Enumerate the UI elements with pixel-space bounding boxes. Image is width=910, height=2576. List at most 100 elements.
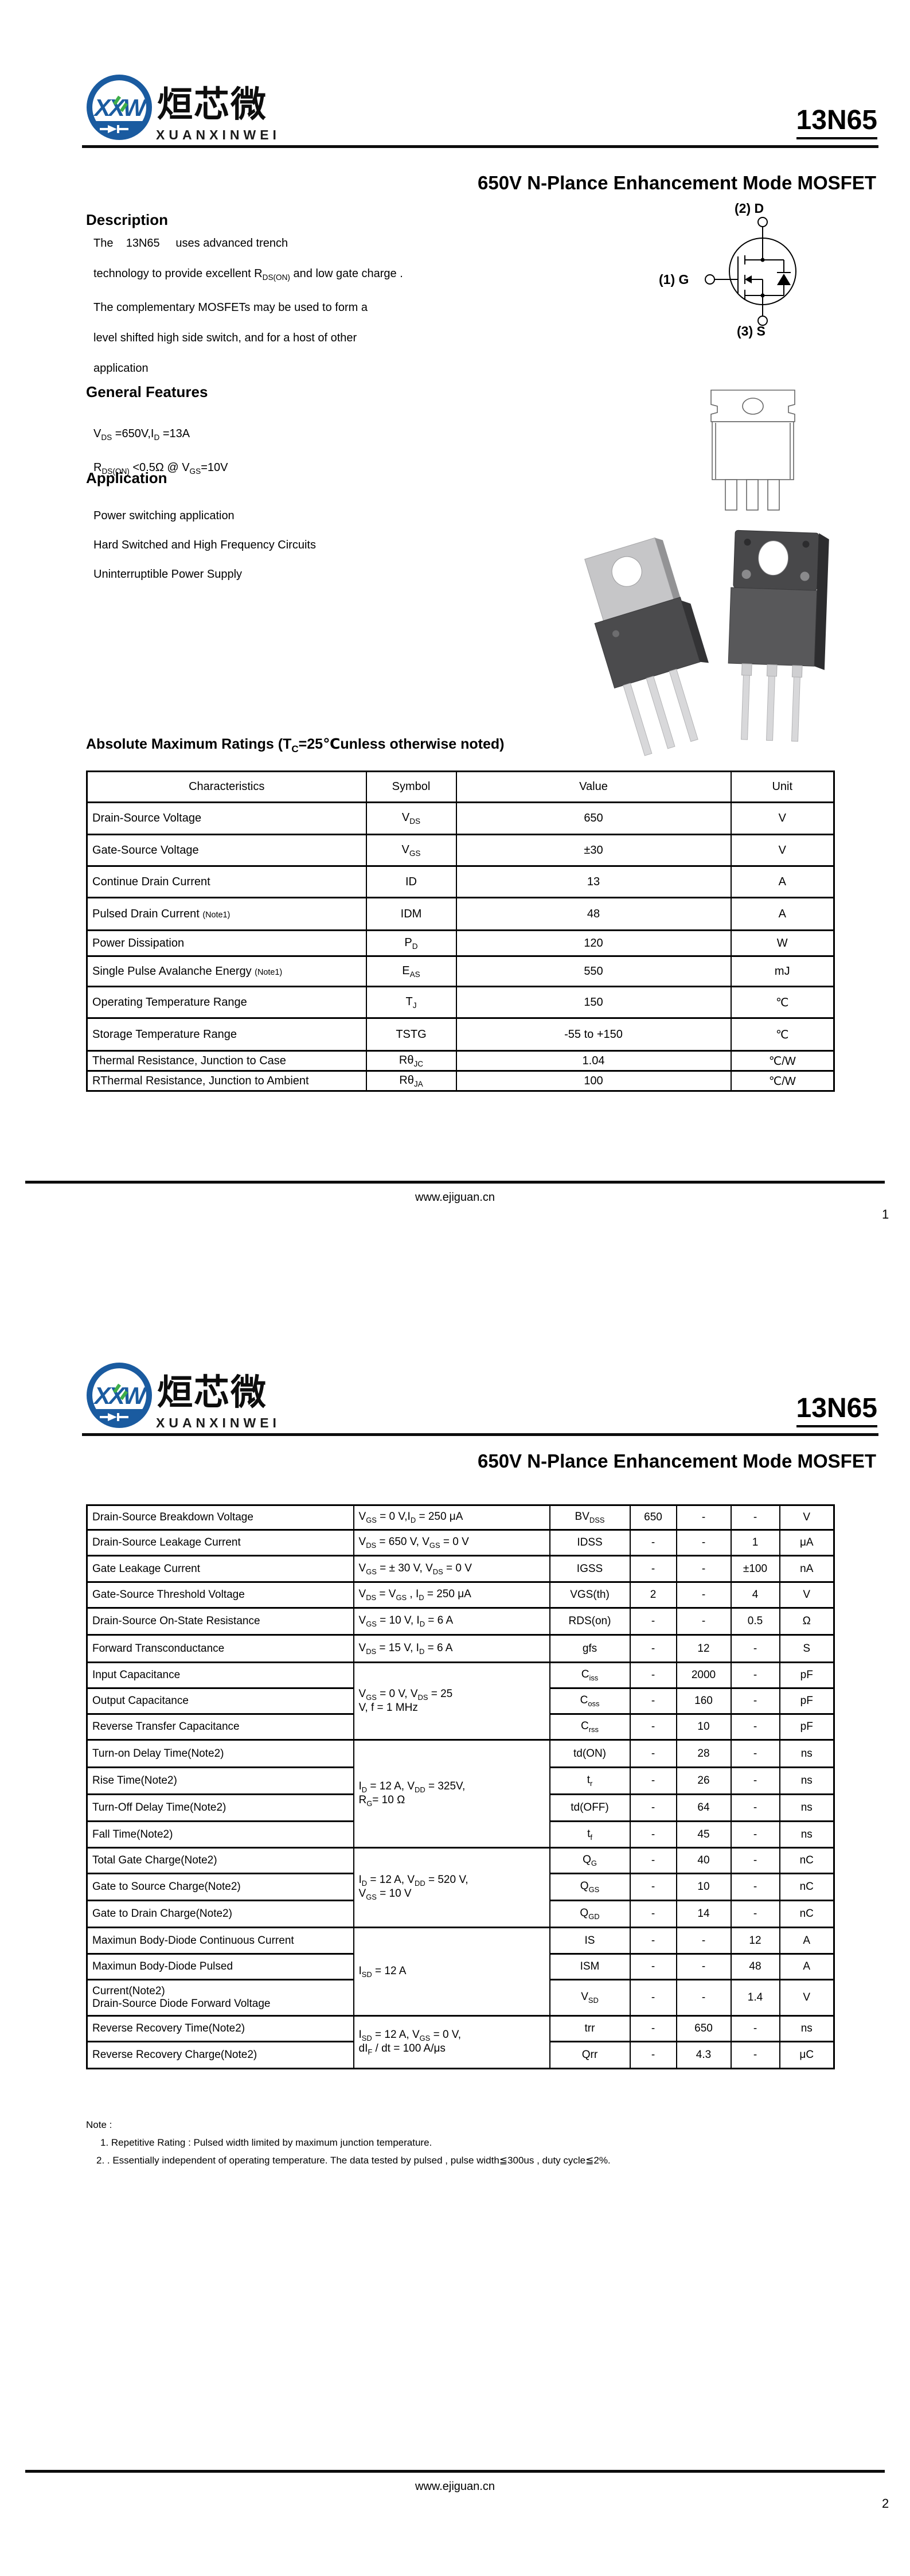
- cell: -: [675, 1555, 732, 1583]
- cell: 28: [675, 1739, 732, 1768]
- mosfet-symbol-diagram: (2) D (1) G (3) S: [659, 201, 796, 338]
- notes-section: Note : 1. Repetitive Rating : Pulsed wid…: [86, 2119, 831, 2166]
- cell: Output Capacitance: [86, 1687, 354, 1715]
- table-row: Reverse Transfer Capacitance Crss -10- pF: [86, 1713, 835, 1741]
- photo2-dot-1: [744, 539, 751, 546]
- cell: VDS = 650 V, VGS = 0 V: [353, 1529, 550, 1557]
- cell: -: [675, 1607, 732, 1636]
- cell: PD: [365, 929, 457, 957]
- footer-url[interactable]: www.ejiguan.cn: [415, 1191, 495, 1204]
- cell: QGD: [549, 1900, 631, 1928]
- cell: 14: [675, 1900, 732, 1928]
- cell: 12: [730, 1927, 780, 1955]
- table-row: Single Pulse Avalanche Energy (Note1) EAS…: [86, 955, 835, 987]
- cell: 45: [675, 1820, 732, 1849]
- table-row: Rise Time(Note2) tr -26- ns: [86, 1766, 835, 1795]
- cell: -: [730, 1634, 780, 1663]
- page-number: 2: [882, 2496, 889, 2511]
- footer-url[interactable]: www.ejiguan.cn: [415, 2480, 495, 2493]
- gate-pin-label: (1) G: [659, 272, 689, 287]
- cell: VSD: [549, 1979, 631, 2017]
- header-rule: [82, 145, 878, 148]
- table-row: Drain-Source On-State Resistance VGS = 10…: [86, 1607, 835, 1636]
- cell: VDS = 15 V, ID = 6 A: [353, 1634, 550, 1663]
- description-heading: Description: [86, 211, 169, 228]
- photo2-hole: [758, 540, 789, 576]
- table-row: Current(Note2) Drain-Source Diode Forward…: [86, 1979, 835, 2017]
- table-row: Drain-Source Voltage VDS 650 V: [86, 801, 835, 835]
- cell: -: [629, 1607, 677, 1636]
- cell: -: [629, 1927, 677, 1955]
- cell: Continue Drain Current: [86, 865, 367, 898]
- cell: Drain-Source Leakage Current: [86, 1529, 354, 1557]
- logo-ring: [87, 1363, 152, 1428]
- cell: VGS(th): [549, 1581, 631, 1609]
- package-photo-to220f: [728, 530, 829, 742]
- cell: td(OFF): [549, 1793, 631, 1822]
- cell: -: [730, 1820, 780, 1849]
- cell: -: [629, 1634, 677, 1663]
- footer-rule: [25, 2470, 885, 2473]
- cell: -: [730, 1687, 780, 1715]
- cell: tf: [549, 1820, 631, 1849]
- table-row: Reverse Recovery Charge(Note2) Qrr -4.3- μC: [86, 2041, 835, 2069]
- table-row: Pulsed Drain Current (Note1) IDM 48 A: [86, 897, 835, 931]
- cell: TSTG: [365, 1017, 457, 1052]
- cell: -: [675, 1504, 732, 1531]
- cell: ℃: [730, 1017, 835, 1052]
- photo2-dot-3: [741, 569, 751, 579]
- cell: A: [779, 1953, 835, 1980]
- cell: RDS(on): [549, 1607, 631, 1636]
- cell: -: [629, 1979, 677, 2017]
- cell: -: [629, 1713, 677, 1741]
- cell: ISM: [549, 1953, 631, 1980]
- cell: ns: [779, 1820, 835, 1849]
- cell: QG: [549, 1847, 631, 1874]
- table-row: Input Capacitance VGS = 0 V, VDS = 25 V, f…: [86, 1661, 835, 1741]
- cell: ns: [779, 1766, 835, 1795]
- col-header: Characteristics: [86, 771, 367, 803]
- cell: -: [629, 1739, 677, 1768]
- note-1: 1. Repetitive Rating : Pulsed width limi…: [100, 2137, 432, 2148]
- photo2-shoulder-3: [791, 665, 803, 678]
- col-header: Value: [455, 771, 732, 803]
- cell: Crss: [549, 1713, 631, 1741]
- cell: IDSS: [549, 1529, 631, 1557]
- col-header: Unit: [730, 771, 835, 803]
- table-row: Reverse Recovery Time(Note2) ISD = 12 A, …: [86, 2015, 835, 2069]
- cell: Total Gate Charge(Note2): [86, 1847, 354, 1874]
- cell: S: [779, 1634, 835, 1663]
- table-row: Drain-Source Leakage Current VDS = 650 V,…: [86, 1529, 835, 1557]
- table-row: Drain-Source Breakdown Voltage VGS = 0 V,…: [86, 1504, 835, 1531]
- cell: ISD = 12 A: [353, 1927, 550, 2017]
- cell: -: [629, 1529, 677, 1557]
- cell: Gate-Source Voltage: [86, 834, 367, 867]
- cell: Gate-Source Threshold Voltage: [86, 1581, 354, 1609]
- cell: -: [730, 1713, 780, 1741]
- cell: 48: [455, 897, 732, 931]
- cell: 100: [455, 1070, 732, 1092]
- cell: -: [629, 1847, 677, 1874]
- company-logo: XXW: [85, 1361, 154, 1435]
- cell: Ω: [779, 1607, 835, 1636]
- source-pin-label: (3) S: [737, 324, 766, 338]
- table-row: Turn-Off Delay Time(Note2) td(OFF) -64- ns: [86, 1793, 835, 1822]
- cell: A: [730, 897, 835, 931]
- cell: VGS = ± 30 V, VDS = 0 V: [353, 1555, 550, 1583]
- part-number: 13N65: [796, 1393, 877, 1427]
- cell: -: [629, 1661, 677, 1689]
- cell: -: [675, 1979, 732, 2017]
- cell: Storage Temperature Range: [86, 1017, 367, 1052]
- table-row: Operating Temperature Range TJ 150 ℃: [86, 986, 835, 1019]
- cell: 40: [675, 1847, 732, 1874]
- logo-icon: XXW: [87, 1363, 152, 1428]
- photo-tab-hole: [611, 556, 642, 587]
- photo2-dot-2: [802, 540, 810, 548]
- package-outline-drawing: [710, 390, 795, 511]
- logo-xxw-text: XXW: [93, 1382, 148, 1409]
- cell: 120: [455, 929, 732, 957]
- cell: td(ON): [549, 1739, 631, 1768]
- part-number-text: 13N65: [796, 1393, 877, 1427]
- cell: ns: [779, 1793, 835, 1822]
